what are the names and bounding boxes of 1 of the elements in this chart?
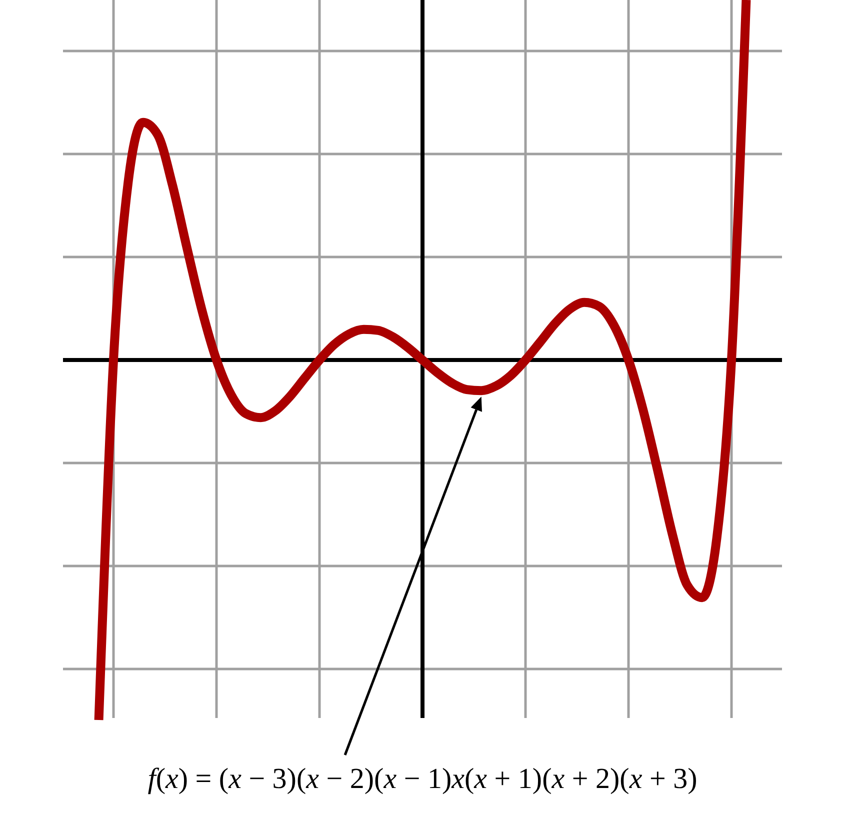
text: f(x) = (x − 3)(x − 2)(x − 1)x(x + 1)(x + 2)(x + 3) <box>148 763 698 795</box>
